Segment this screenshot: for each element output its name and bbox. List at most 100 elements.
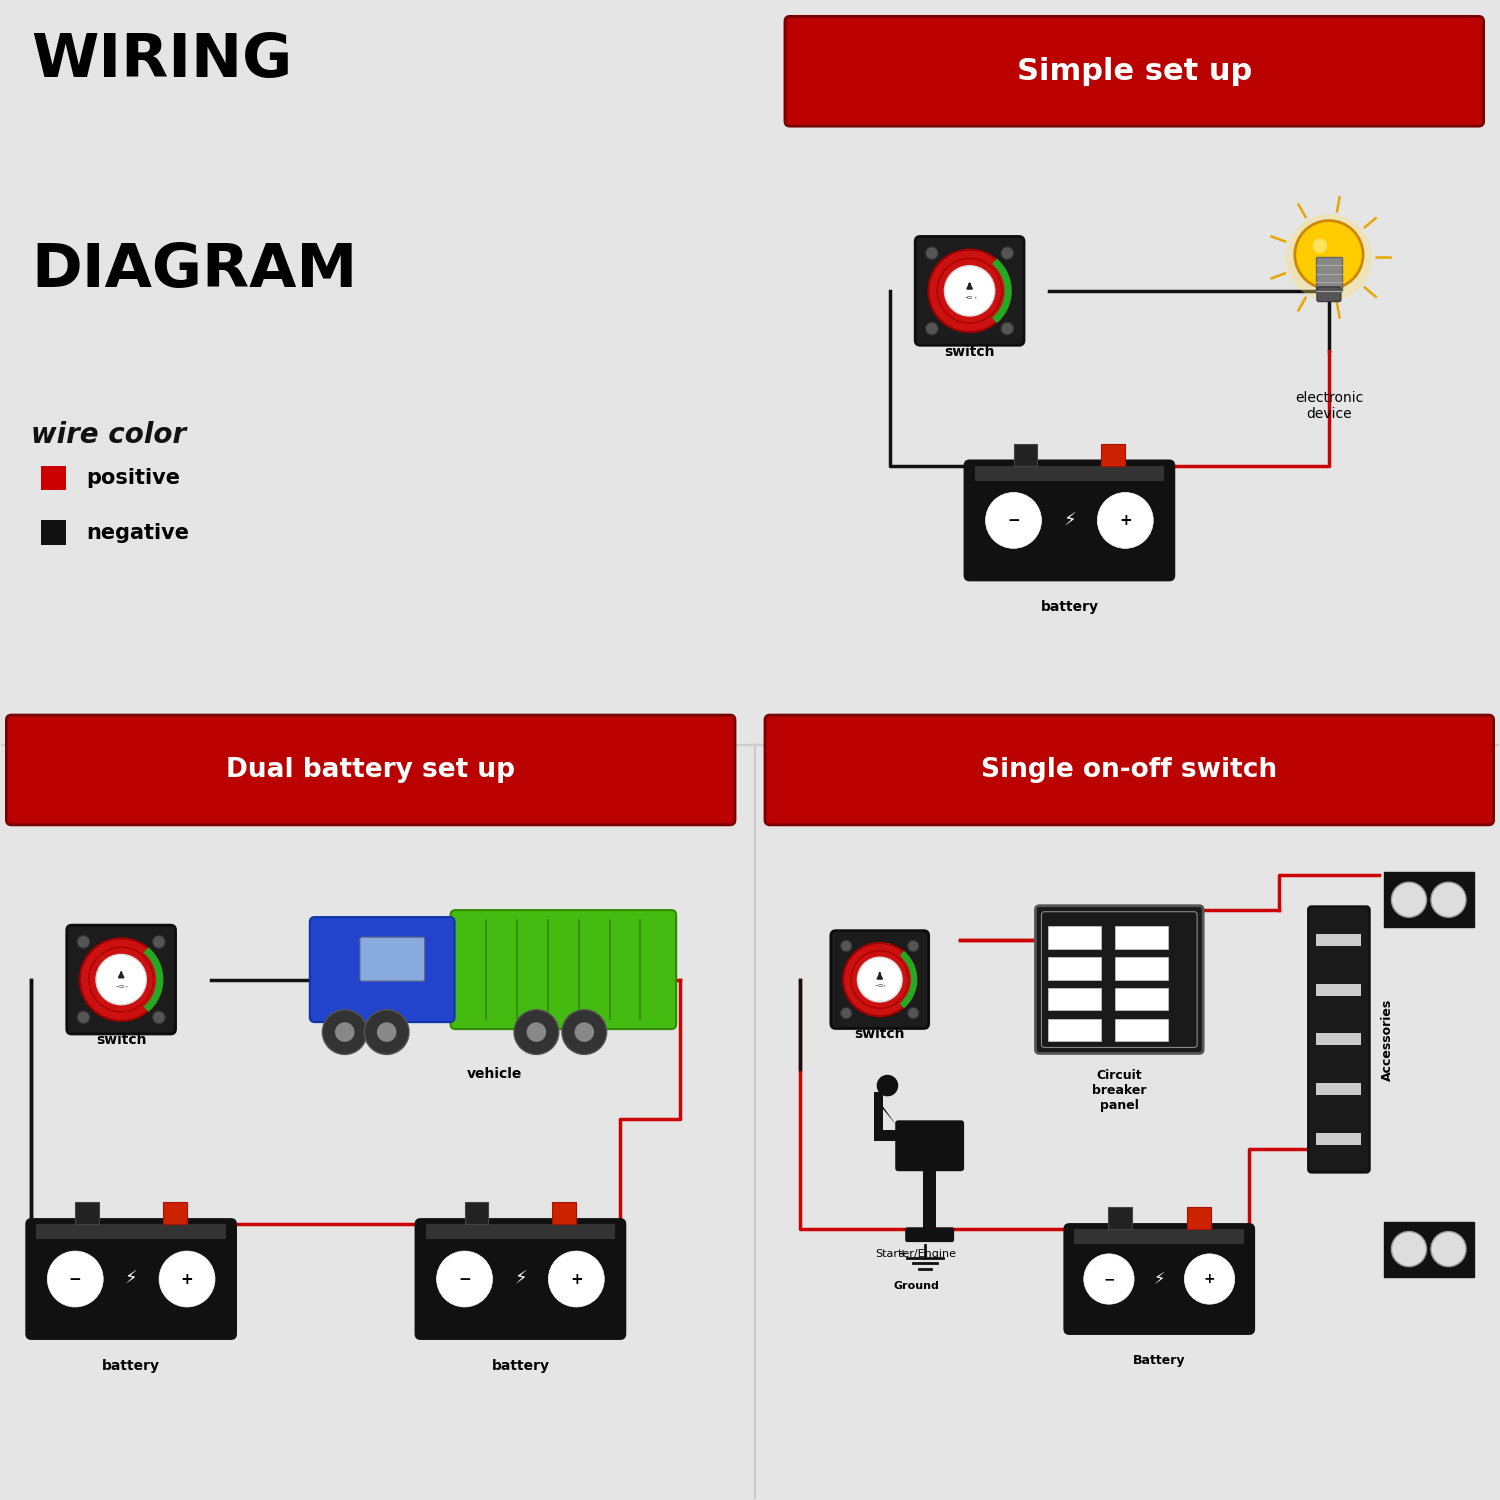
Bar: [1384, 1221, 1473, 1276]
Circle shape: [1431, 882, 1466, 918]
Text: switch: switch: [855, 1028, 904, 1041]
FancyBboxPatch shape: [896, 1120, 964, 1172]
Text: −: −: [1102, 1272, 1114, 1286]
Bar: [1074, 1228, 1244, 1244]
Bar: [1384, 873, 1473, 927]
Circle shape: [926, 248, 938, 259]
Bar: [1116, 927, 1168, 950]
Text: −: −: [1007, 513, 1020, 528]
FancyBboxPatch shape: [6, 716, 735, 825]
Text: −: −: [874, 984, 879, 988]
Circle shape: [1098, 492, 1154, 549]
Bar: [1048, 988, 1101, 1011]
Text: WIRING: WIRING: [32, 32, 292, 90]
Circle shape: [322, 1010, 368, 1054]
Text: ▭: ▭: [118, 984, 124, 990]
Text: switch: switch: [96, 1034, 147, 1047]
Circle shape: [840, 940, 852, 951]
Circle shape: [1185, 1254, 1234, 1304]
Circle shape: [1084, 1254, 1134, 1304]
FancyBboxPatch shape: [915, 237, 1024, 345]
Circle shape: [364, 1010, 410, 1054]
Circle shape: [908, 1008, 920, 1019]
FancyBboxPatch shape: [360, 938, 424, 981]
FancyBboxPatch shape: [416, 1220, 626, 1340]
Text: +: +: [1119, 513, 1131, 528]
Text: ⚡: ⚡: [1154, 1272, 1166, 1287]
Bar: [1317, 1083, 1362, 1095]
Text: positive: positive: [86, 468, 180, 488]
FancyBboxPatch shape: [450, 910, 676, 1029]
Text: wire color: wire color: [32, 420, 186, 448]
Circle shape: [986, 492, 1041, 549]
FancyBboxPatch shape: [831, 930, 928, 1029]
Circle shape: [908, 940, 920, 951]
Bar: [1101, 444, 1125, 465]
Polygon shape: [874, 1096, 900, 1130]
Circle shape: [1392, 1232, 1426, 1266]
Circle shape: [858, 957, 901, 1002]
Bar: [1317, 984, 1362, 996]
Text: battery: battery: [1041, 600, 1098, 615]
Text: +: +: [1203, 1272, 1215, 1286]
Text: negative: negative: [86, 524, 189, 543]
Bar: [1317, 256, 1341, 291]
Circle shape: [96, 954, 147, 1005]
Circle shape: [48, 1251, 104, 1306]
Text: Single on-off switch: Single on-off switch: [981, 758, 1278, 783]
FancyBboxPatch shape: [904, 1227, 954, 1242]
Bar: [1048, 957, 1101, 980]
Text: switch: switch: [945, 345, 994, 358]
Circle shape: [76, 1011, 90, 1023]
Bar: [1014, 444, 1038, 465]
Bar: [1186, 1208, 1210, 1228]
Text: Circuit
breaker
panel: Circuit breaker panel: [1092, 1070, 1146, 1113]
Circle shape: [1000, 248, 1014, 259]
Text: −: −: [69, 1272, 81, 1287]
Text: electronic
device: electronic device: [1294, 390, 1364, 422]
Circle shape: [1000, 322, 1014, 334]
Circle shape: [153, 1011, 165, 1023]
Bar: [1107, 1208, 1131, 1228]
FancyBboxPatch shape: [1308, 906, 1370, 1172]
Text: battery: battery: [492, 1359, 549, 1372]
Circle shape: [850, 951, 909, 1008]
FancyBboxPatch shape: [1065, 1224, 1254, 1334]
Text: Accessories: Accessories: [1382, 999, 1395, 1080]
Wedge shape: [144, 946, 164, 1012]
Text: ▭: ▭: [968, 296, 972, 300]
Bar: [42, 465, 66, 490]
Text: Simple set up: Simple set up: [1017, 57, 1252, 86]
FancyBboxPatch shape: [784, 16, 1484, 126]
Text: ⚡: ⚡: [124, 1270, 138, 1288]
Text: Starter/Engine: Starter/Engine: [876, 1250, 957, 1258]
FancyBboxPatch shape: [68, 926, 176, 1034]
Circle shape: [562, 1010, 606, 1054]
Circle shape: [1286, 214, 1372, 300]
Text: +: +: [898, 1248, 908, 1258]
Circle shape: [88, 946, 153, 1012]
Circle shape: [436, 1251, 492, 1306]
Circle shape: [1392, 882, 1426, 918]
FancyBboxPatch shape: [765, 716, 1494, 825]
FancyBboxPatch shape: [964, 460, 1174, 580]
Text: battery: battery: [102, 1359, 160, 1372]
Circle shape: [1312, 238, 1328, 254]
Text: ⚡: ⚡: [514, 1270, 526, 1288]
Text: +: +: [570, 1272, 582, 1287]
Circle shape: [159, 1251, 214, 1306]
Circle shape: [1431, 1232, 1466, 1266]
Circle shape: [945, 266, 994, 316]
Bar: [1317, 1034, 1362, 1046]
Bar: [42, 520, 66, 546]
Text: vehicle: vehicle: [466, 1066, 522, 1082]
Bar: [1116, 1019, 1168, 1041]
Circle shape: [514, 1010, 560, 1054]
Text: Ground: Ground: [894, 1281, 939, 1290]
Text: +: +: [180, 1272, 194, 1287]
Bar: [164, 1202, 188, 1224]
Bar: [1048, 927, 1101, 950]
Text: Battery: Battery: [1132, 1354, 1185, 1366]
Circle shape: [876, 1076, 898, 1096]
Circle shape: [574, 1023, 594, 1042]
